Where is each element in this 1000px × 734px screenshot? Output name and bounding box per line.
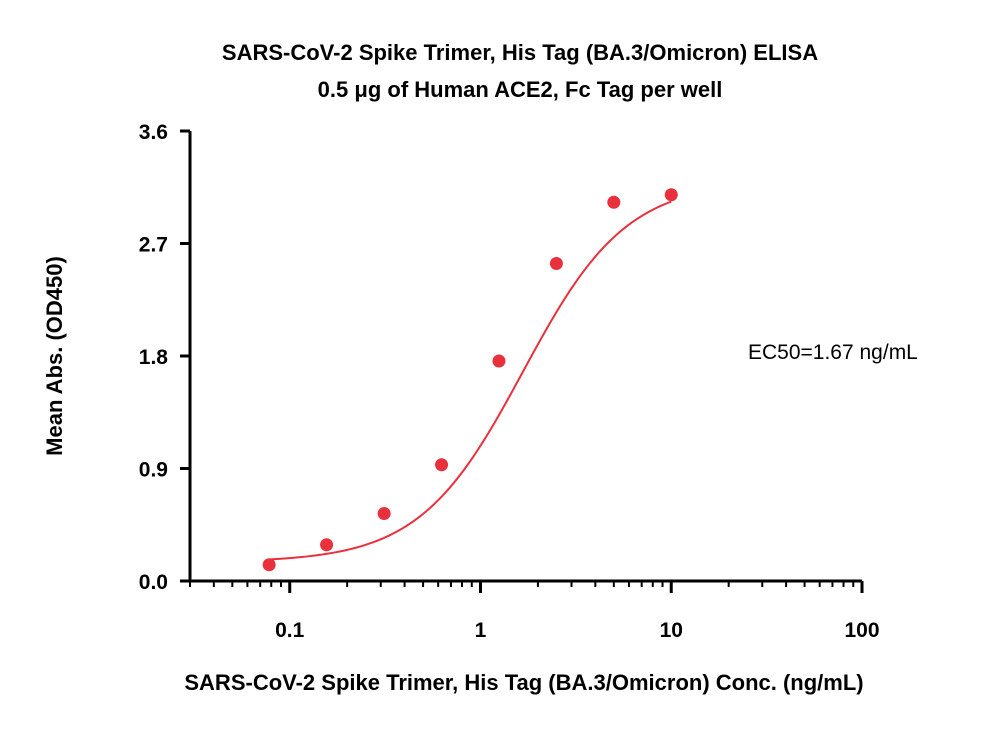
data-point <box>664 188 678 202</box>
data-point <box>549 257 563 270</box>
y-axis-label: Mean Abs. (OD450) <box>42 256 67 456</box>
chart-title: SARS-CoV-2 Spike Trimer, His Tag (BA.3/O… <box>222 40 818 65</box>
data-point <box>607 195 621 209</box>
data-point <box>320 538 334 552</box>
y-tick-label: 1.8 <box>139 346 169 369</box>
y-tick-label: 0.9 <box>139 459 168 482</box>
data-points <box>262 188 678 572</box>
data-point <box>435 458 449 472</box>
x-axis-label: SARS-CoV-2 Spike Trimer, His Tag (BA.3/O… <box>184 670 863 695</box>
x-tick-label: 100 <box>844 619 879 642</box>
x-tick-label: 1 <box>475 619 487 642</box>
y-tick-label: 2.7 <box>139 234 168 257</box>
data-point <box>492 354 506 368</box>
fit-curve-line <box>269 200 672 561</box>
y-tick-label: 0.0 <box>139 571 168 594</box>
ec50-annotation: EC50=1.67 ng/mL <box>748 341 918 364</box>
chart-subtitle: 0.5 μg of Human ACE2, Fc Tag per well <box>318 77 723 102</box>
fit-curve-layer <box>269 200 672 561</box>
y-axis: 0.0 0.9 1.8 2.7 3.6 <box>139 121 192 594</box>
x-tick-label: 10 <box>660 619 683 642</box>
x-tick-label: 0.1 <box>275 619 305 642</box>
y-tick-label: 3.6 <box>139 121 168 144</box>
data-point <box>377 507 391 520</box>
x-axis: 0.1 1 10 100 <box>188 579 880 642</box>
data-point <box>262 558 276 572</box>
